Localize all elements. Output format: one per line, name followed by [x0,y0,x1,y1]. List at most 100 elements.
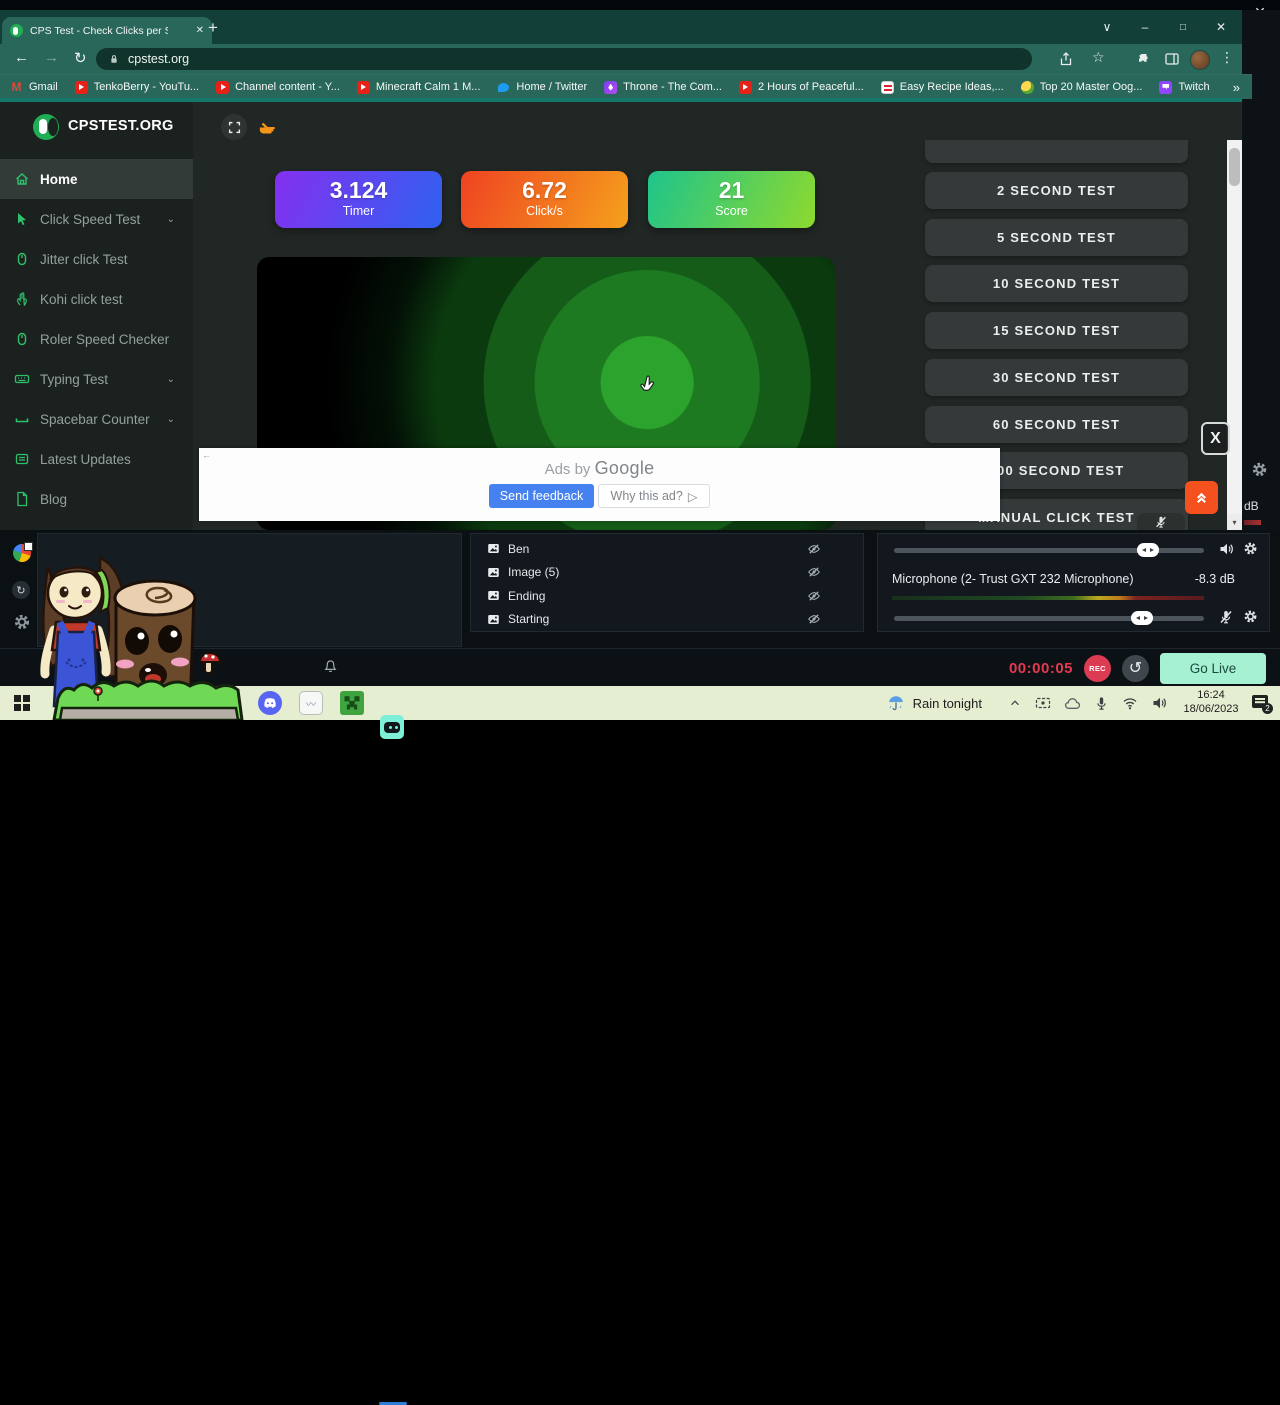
sidebar-item-spacebar-counter[interactable]: Spacebar Counter ⌄ [0,399,193,439]
site-logo[interactable]: CPSTEST.ORG [0,110,193,150]
test-button-60s[interactable]: 60 SECOND TEST [925,406,1188,443]
close-x-button[interactable]: X [1201,422,1230,455]
bookmark-minecraft[interactable]: Minecraft Calm 1 M... [356,80,480,94]
sidebar-item-typing-test[interactable]: Typing Test ⌄ [0,359,193,399]
record-button[interactable]: REC [1084,654,1111,682]
taskbar-minecraft-icon[interactable] [340,691,364,715]
why-this-ad-button[interactable]: Why this ad? ▷ [598,484,710,508]
eye-hidden-icon[interactable] [807,589,821,603]
share-icon[interactable] [1058,51,1074,67]
microphone-slider[interactable] [894,611,1204,625]
slider-handle[interactable] [1131,611,1153,625]
bell-icon[interactable] [323,659,338,674]
sidebar-label: Home [40,171,78,187]
eye-hidden-icon[interactable] [807,612,821,626]
test-button-15s[interactable]: 15 SECOND TEST [925,312,1188,349]
microphone-label: Microphone (2- Trust GXT 232 Microphone) [892,572,1134,586]
browser-tab[interactable]: CPS Test - Check Clicks per Secon ✕ [2,17,212,44]
taskbar-app-icon[interactable]: 〰 [299,691,323,715]
eye-hidden-icon[interactable] [807,565,821,579]
window-close-button[interactable]: ✕ [1215,20,1227,34]
onedrive-cloud-icon[interactable] [1064,695,1081,712]
back-button[interactable]: ← [14,49,29,66]
test-button-partial[interactable] [925,140,1188,163]
tab-search-chevron-icon[interactable]: ∨ [1102,20,1112,34]
chevron-down-icon: ⌄ [166,213,175,225]
maximize-button[interactable]: □ [1179,21,1187,33]
scrollbar-down-arrow[interactable]: ▾ [1227,514,1242,530]
taskbar-clock[interactable]: 16:24 18/06/2023 [1180,689,1242,717]
source-row-ben[interactable]: Ben [471,537,865,560]
bookmark-top20[interactable]: Top 20 Master Oog... [1020,80,1142,94]
eye-hidden-icon[interactable] [807,542,821,556]
profile-avatar[interactable] [1190,50,1210,70]
sidebar-item-jitter-click-test[interactable]: Jitter click Test [0,239,193,279]
speaker-icon[interactable] [1218,541,1234,557]
page-scrollbar[interactable]: ▾ [1227,140,1242,530]
slider-handle[interactable] [1137,543,1159,557]
minimize-button[interactable]: – [1141,20,1149,34]
bookmark-channel-content[interactable]: Channel content - Y... [216,80,340,94]
fullscreen-button[interactable] [221,114,247,140]
scroll-to-top-button[interactable] [1185,481,1218,514]
taskbar-discord-icon[interactable] [258,691,282,715]
twitter-favicon [497,81,510,94]
source-row-image5[interactable]: Image (5) [471,561,865,584]
address-bar[interactable]: cpstest.org [96,48,1032,70]
gear-icon[interactable] [1243,609,1258,624]
weather-text[interactable]: Rain tonight [912,695,982,711]
reload-button[interactable]: ↻ [74,50,87,67]
sidebar-item-home[interactable]: Home [0,159,193,199]
source-row-ending[interactable]: Ending [471,584,865,607]
new-tab-button[interactable]: + [208,18,218,37]
gear-icon[interactable] [1243,541,1258,556]
sound-muted-toggle[interactable] [1137,513,1185,530]
source-row-starting[interactable]: Starting [471,608,865,631]
forward-button[interactable]: → [44,49,59,66]
sidebar-item-roler-speed-checker[interactable]: Roler Speed Checker [0,319,193,359]
desktop-audio-slider[interactable] [894,543,1204,557]
ad-corner-icon[interactable]: ← [202,450,211,460]
bookmarks-overflow-icon[interactable]: » [1232,79,1240,95]
notification-center-button[interactable]: 2 [1250,694,1273,714]
bookmark-twitch[interactable]: Twitch [1159,80,1210,94]
side-panel-icon[interactable] [1164,51,1180,67]
sidebar-item-click-speed-test[interactable]: Click Speed Test ⌄ [0,199,193,239]
bookmark-2hours[interactable]: 2 Hours of Peaceful... [738,80,864,94]
bookmark-tenkoberry[interactable]: TenkoBerry - YouTu... [74,80,199,94]
bookmark-twitter[interactable]: Home / Twitter [497,81,587,94]
scrollbar-thumb[interactable] [1229,148,1240,186]
test-button-5s[interactable]: 5 SECOND TEST [925,219,1188,256]
test-button-30s[interactable]: 30 SECOND TEST [925,359,1188,396]
streamlabs-help-icon[interactable]: ↻ [12,581,30,599]
bookmark-gmail[interactable]: M Gmail [11,79,58,94]
bookmark-throne[interactable]: Throne - The Com... [604,80,722,94]
sidebar-item-blog[interactable]: Blog [0,479,193,519]
volume-icon[interactable] [1151,695,1167,711]
wifi-icon[interactable] [1122,695,1138,711]
mic-muted-icon[interactable] [1218,609,1234,625]
sidebar-item-kohi-click-test[interactable]: Kohi click test [0,279,193,319]
sidebar-item-latest-updates[interactable]: Latest Updates [0,439,193,479]
sources-dock: Ben Image (5) Ending Starting [470,533,864,632]
test-button-2s[interactable]: 2 SECOND TEST [925,172,1188,209]
tray-chevron-up-icon[interactable] [1008,696,1022,710]
bookmark-recipes[interactable]: Easy Recipe Ideas,... [880,80,1004,94]
menu-dots-icon[interactable]: ⋮ [1220,49,1234,65]
gear-icon[interactable] [1251,461,1268,478]
taskbar-stream-app-icon[interactable] [380,715,404,739]
start-button[interactable] [14,695,30,711]
browser-window: CPS Test - Check Clicks per Secon ✕ + ∨ … [0,10,1252,530]
microphone-meter [892,596,1204,600]
streamlabs-themes-icon[interactable] [13,542,33,562]
send-feedback-button[interactable]: Send feedback [489,484,594,508]
bookmark-star-icon[interactable]: ☆ [1092,49,1105,65]
test-button-10s[interactable]: 10 SECOND TEST [925,265,1188,302]
go-live-button[interactable]: Go Live [1160,652,1266,684]
hand-icon [14,291,30,307]
tab-close-icon[interactable]: ✕ [195,25,204,36]
replay-buffer-button[interactable]: ↺ [1122,654,1149,682]
extensions-puzzle-icon[interactable] [1136,51,1152,67]
mic-tray-icon[interactable] [1094,696,1109,711]
cast-icon[interactable] [1035,695,1051,711]
